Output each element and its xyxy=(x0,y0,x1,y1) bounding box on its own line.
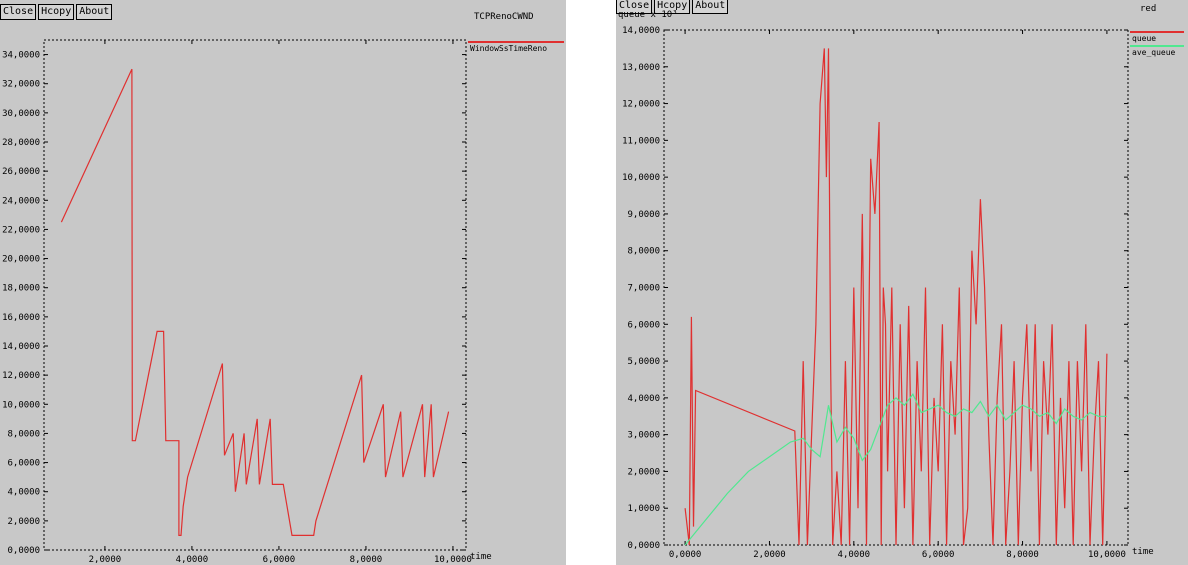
y-tick-label: 34,0000 xyxy=(2,51,40,61)
y-tick-label: 2,0000 xyxy=(627,467,660,477)
x-tick-label: 2,0000 xyxy=(753,550,786,560)
window-title: TCPRenoCWND xyxy=(474,12,534,22)
hcopy-button[interactable]: Hcopy xyxy=(654,0,691,14)
y-tick-label: 26,0000 xyxy=(2,167,40,177)
y-tick-label: 18,0000 xyxy=(2,284,40,294)
series-line-ave-queue xyxy=(684,393,1107,546)
about-button[interactable]: About xyxy=(692,0,729,14)
x-tick-label: 8,0000 xyxy=(1006,550,1039,560)
y-tick-label: 7,0000 xyxy=(627,284,660,294)
x-tick-label: 10,0000 xyxy=(434,555,472,565)
series-line-windowsstimereno xyxy=(60,68,450,537)
x-tick-label: 6,0000 xyxy=(922,550,955,560)
y-tick-label: 14,0000 xyxy=(622,26,660,36)
y-tick-label: 9,0000 xyxy=(627,210,660,220)
y-tick-label: 11,0000 xyxy=(622,136,660,146)
y-tick-label: 32,0000 xyxy=(2,80,40,90)
close-button[interactable]: Close xyxy=(616,0,653,14)
legend-label: queue xyxy=(1132,34,1156,43)
left-xgraph-window: Close Hcopy About TCPRenoCWND 0,0000 2,00… xyxy=(0,0,566,565)
x-tick-label: 6,0000 xyxy=(263,555,296,565)
y-tick-label: 6,0000 xyxy=(627,320,660,330)
x-axis-label: time xyxy=(470,552,492,562)
y-tick-label: 8,0000 xyxy=(627,247,660,257)
y-tick-label: 13,0000 xyxy=(622,63,660,73)
y-tick-label: 10,0000 xyxy=(622,173,660,183)
legend-label: ave_queue xyxy=(1132,48,1176,57)
right-button-bar: Close Hcopy About xyxy=(616,0,729,14)
cwnd-plot: 0,0000 2,0000 4,0000 6,0000 8,0000 10,0000 12,… xyxy=(2,39,564,565)
hcopy-button[interactable]: Hcopy xyxy=(38,4,75,20)
y-tick-label: 12,0000 xyxy=(622,100,660,110)
x-tick-label: 2,0000 xyxy=(89,555,122,565)
y-tick-label: 3,0000 xyxy=(627,431,660,441)
y-tick-label: 5,0000 xyxy=(627,357,660,367)
y-tick-label: 8,0000 xyxy=(7,429,40,439)
y-tick-label: 0,0000 xyxy=(7,546,40,556)
x-tick-label: 10,0000 xyxy=(1088,550,1126,560)
y-tick-label: 4,0000 xyxy=(627,394,660,404)
y-tick-label: 0,0000 xyxy=(627,541,660,551)
y-tick-label: 10,0000 xyxy=(2,400,40,410)
plot-frame xyxy=(43,39,467,551)
y-tick-label: 4,0000 xyxy=(7,488,40,498)
series-line-queue xyxy=(684,48,1108,546)
x-tick-label: 8,0000 xyxy=(350,555,383,565)
x-tick-label: 4,0000 xyxy=(176,555,209,565)
y-tick-label: 12,0000 xyxy=(2,371,40,381)
x-axis-label: time xyxy=(1132,547,1154,557)
y-tick-label: 30,0000 xyxy=(2,109,40,119)
legend-label: WindowSsTimeReno xyxy=(470,44,547,53)
right-xgraph-window: Close Hcopy About queue x 10³ red 0,0000… xyxy=(616,0,1188,565)
x-tick-label: 4,0000 xyxy=(838,550,871,560)
y-tick-label: 1,0000 xyxy=(627,504,660,514)
left-button-bar: Close Hcopy About xyxy=(0,4,113,20)
y-tick-label: 2,0000 xyxy=(7,517,40,527)
y-tick-label: 22,0000 xyxy=(2,225,40,235)
y-tick-label: 6,0000 xyxy=(7,459,40,469)
window-title: red xyxy=(1140,4,1157,14)
window-gap xyxy=(566,0,616,565)
y-tick-label: 24,0000 xyxy=(2,196,40,206)
y-tick-label: 28,0000 xyxy=(2,138,40,148)
y-tick-label: 14,0000 xyxy=(2,342,40,352)
y-tick-label: 16,0000 xyxy=(2,313,40,323)
close-button[interactable]: Close xyxy=(0,4,37,20)
y-tick-label: 20,0000 xyxy=(2,255,40,265)
queue-plot: 0,0000 1,0000 2,0000 3,0000 4,0000 5,0000 6,00… xyxy=(622,26,1184,560)
about-button[interactable]: About xyxy=(76,4,113,20)
y-axis-label: queue x 10³ xyxy=(618,10,678,20)
x-tick-label: 0,0000 xyxy=(669,550,702,560)
